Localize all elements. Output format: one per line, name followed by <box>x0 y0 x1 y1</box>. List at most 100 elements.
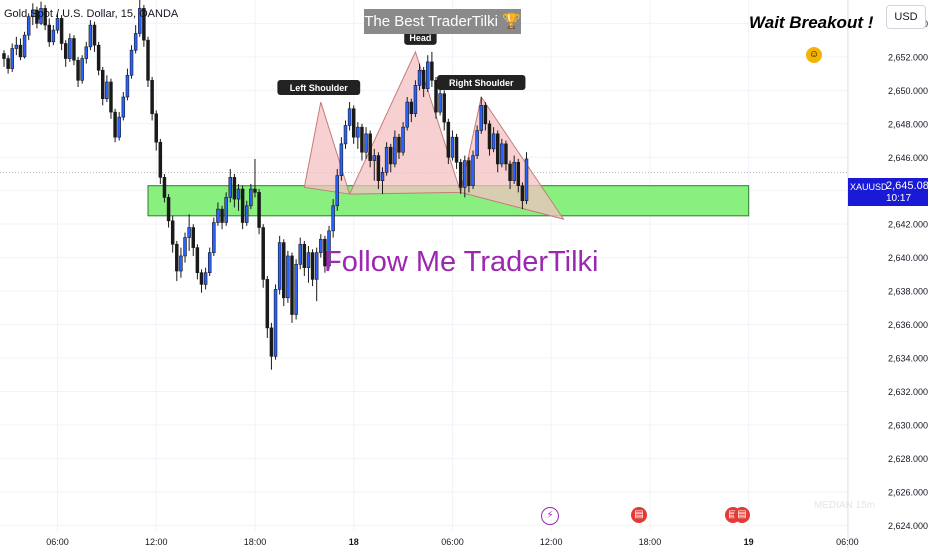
candle[interactable] <box>405 97 409 131</box>
candle[interactable] <box>323 235 327 273</box>
candle[interactable] <box>430 51 434 87</box>
candle[interactable] <box>273 284 278 360</box>
candle[interactable] <box>6 55 10 74</box>
candle[interactable] <box>240 185 245 230</box>
candle[interactable] <box>96 41 101 76</box>
candle[interactable] <box>63 40 68 67</box>
candle[interactable] <box>68 33 72 62</box>
candle[interactable] <box>426 55 430 93</box>
candle[interactable] <box>512 155 516 185</box>
candle[interactable] <box>101 66 105 106</box>
candle[interactable] <box>117 112 121 141</box>
candle[interactable] <box>339 137 344 181</box>
candle[interactable] <box>265 276 270 338</box>
candle[interactable] <box>216 202 220 226</box>
candle[interactable] <box>347 102 352 131</box>
candle[interactable] <box>504 140 508 171</box>
candle[interactable] <box>257 189 261 235</box>
candle[interactable] <box>76 56 80 87</box>
candle[interactable] <box>384 142 389 176</box>
candle[interactable] <box>228 168 233 203</box>
time-axis[interactable]: 06:00 12:00 18:00 18 06:00 12:00 18:00 19 06:00 <box>46 537 858 547</box>
candle[interactable] <box>133 25 138 54</box>
candle[interactable] <box>343 120 348 149</box>
candle[interactable] <box>31 3 35 26</box>
candle[interactable] <box>129 45 134 79</box>
candle[interactable] <box>475 125 479 159</box>
candle[interactable] <box>454 133 459 169</box>
candle[interactable] <box>380 167 385 195</box>
candle[interactable] <box>368 130 372 168</box>
candle[interactable] <box>458 158 463 195</box>
candle[interactable] <box>261 224 265 288</box>
candle[interactable] <box>331 199 335 238</box>
candle[interactable] <box>446 118 451 164</box>
candle[interactable] <box>175 240 179 282</box>
candle[interactable] <box>434 76 438 119</box>
candle[interactable] <box>220 205 224 230</box>
candle[interactable] <box>495 130 500 173</box>
candle[interactable] <box>372 148 377 181</box>
candle[interactable] <box>72 35 76 66</box>
candle[interactable] <box>10 43 14 72</box>
candle[interactable] <box>335 168 339 211</box>
candle[interactable] <box>59 15 64 51</box>
candle[interactable] <box>310 249 315 287</box>
candle[interactable] <box>51 25 56 46</box>
candle[interactable] <box>191 224 195 256</box>
candle[interactable] <box>47 18 51 47</box>
candle[interactable] <box>212 217 216 256</box>
candle[interactable] <box>253 158 257 198</box>
candle[interactable] <box>203 267 208 290</box>
candle[interactable] <box>166 194 171 228</box>
candle[interactable] <box>14 36 19 56</box>
candle[interactable] <box>319 234 323 258</box>
candle[interactable] <box>121 92 126 121</box>
candle[interactable] <box>467 157 471 193</box>
candle[interactable] <box>26 13 31 41</box>
candle[interactable] <box>88 20 93 51</box>
candle[interactable] <box>393 130 397 168</box>
currency-button[interactable]: USD <box>886 5 926 29</box>
candle[interactable] <box>187 214 191 251</box>
candlestick-series[interactable] <box>2 0 529 370</box>
candle[interactable] <box>109 78 113 119</box>
candle[interactable] <box>294 259 298 320</box>
candle[interactable] <box>491 127 496 153</box>
us-flag-icon[interactable]: ▤ <box>631 507 647 523</box>
candle[interactable] <box>471 150 475 190</box>
candle[interactable] <box>376 152 381 190</box>
candle[interactable] <box>92 21 97 52</box>
candle[interactable] <box>179 247 183 278</box>
candle[interactable] <box>290 252 294 323</box>
candle[interactable] <box>269 322 274 370</box>
candle[interactable] <box>183 232 187 263</box>
candle[interactable] <box>516 158 521 193</box>
candle[interactable] <box>39 1 43 26</box>
candle[interactable] <box>286 250 290 303</box>
candle[interactable] <box>389 143 393 173</box>
candle[interactable] <box>327 225 331 270</box>
candle[interactable] <box>483 102 488 131</box>
candle[interactable] <box>113 108 117 143</box>
candle[interactable] <box>249 184 253 210</box>
candle[interactable] <box>397 133 401 159</box>
candle[interactable] <box>314 247 319 302</box>
candle[interactable] <box>442 90 446 131</box>
candle[interactable] <box>2 50 6 67</box>
candle[interactable] <box>508 160 512 190</box>
candle[interactable] <box>487 120 492 156</box>
us-flag-icon[interactable]: ▤ <box>734 507 750 523</box>
candle[interactable] <box>150 76 154 121</box>
candle[interactable] <box>105 75 109 103</box>
candle[interactable] <box>84 41 89 64</box>
candle[interactable] <box>236 184 241 211</box>
candle[interactable] <box>520 182 525 210</box>
candle[interactable] <box>417 63 422 91</box>
candle[interactable] <box>207 247 212 277</box>
candle[interactable] <box>401 122 405 156</box>
candle[interactable] <box>43 5 47 31</box>
candle[interactable] <box>450 130 455 161</box>
candle[interactable] <box>463 155 467 198</box>
